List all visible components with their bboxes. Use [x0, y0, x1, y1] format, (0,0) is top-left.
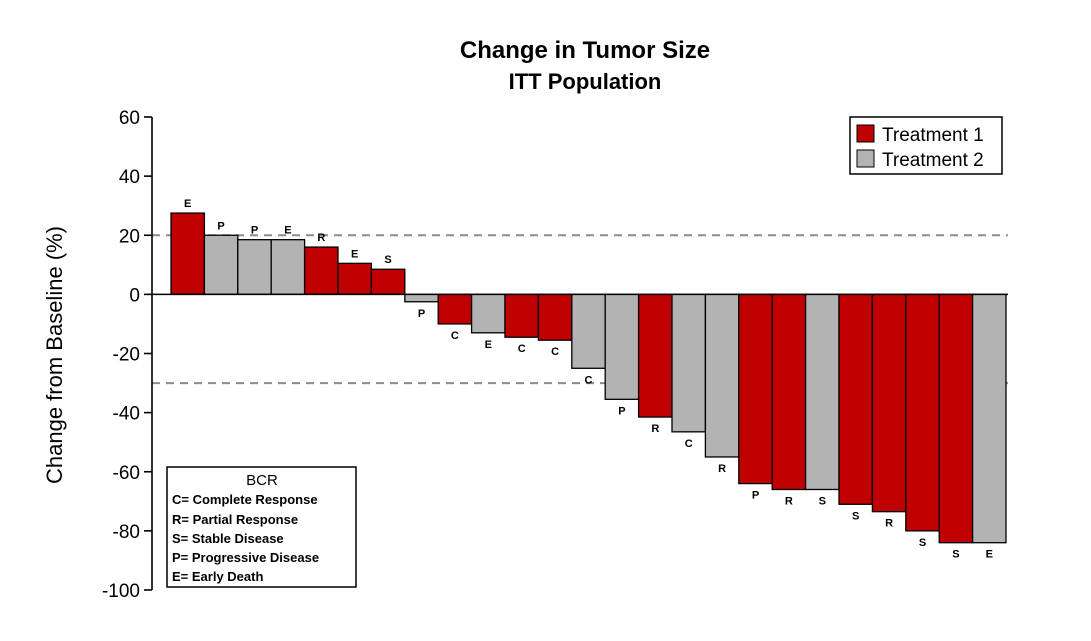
bar	[871, 293, 907, 513]
bar-label: P	[752, 490, 759, 502]
y-axis-label: Change from Baseline (%)	[42, 226, 67, 484]
bar-label: S	[384, 254, 391, 266]
bar	[303, 246, 339, 296]
bar	[170, 212, 206, 296]
bar-label: E	[184, 198, 191, 210]
y-tick-label: -20	[113, 345, 140, 366]
y-tick-label: -60	[113, 463, 140, 484]
bar	[838, 293, 874, 505]
bcr-item-partial-response: R= Partial Response	[172, 512, 298, 527]
reference-lines	[152, 234, 1008, 385]
bar	[905, 293, 940, 532]
bar-label: E	[284, 225, 291, 237]
bar-label: C	[685, 438, 693, 450]
bar	[938, 293, 974, 544]
bar	[337, 262, 373, 296]
bar	[771, 293, 807, 491]
bar	[738, 293, 773, 485]
y-axis: 60 40 20 0 -20 -40 -60 -80 -100	[102, 108, 153, 602]
bar	[504, 293, 540, 338]
bar	[637, 293, 673, 418]
bcr-legend-title: BCR	[246, 472, 278, 489]
bar	[437, 293, 473, 325]
bcr-legend: BCR C= Complete Response R= Partial Resp…	[166, 466, 357, 588]
chart-title: Change in Tumor Size	[460, 37, 710, 64]
bcr-item-progressive-disease: P= Progressive Disease	[172, 550, 319, 565]
bar	[404, 293, 439, 303]
bar-label: E	[485, 339, 492, 351]
bar-label: R	[785, 495, 793, 507]
chart-subtitle: ITT Population	[509, 69, 662, 94]
bar-label: C	[518, 343, 526, 355]
y-tick-label: 40	[119, 167, 140, 188]
bar	[270, 239, 306, 296]
bar-label: S	[852, 510, 859, 522]
bar	[203, 234, 239, 296]
bar-labels-group: E P P E R E S P C E C C C P R C R P R S S R S S E	[184, 198, 993, 561]
bar-label: C	[451, 330, 459, 342]
bar-label: P	[618, 405, 625, 417]
y-tick-label: -40	[113, 404, 140, 425]
bar	[370, 268, 406, 296]
bars-group	[170, 212, 1007, 544]
bar-label: E	[986, 549, 993, 561]
legend-label-treatment-1: Treatment 1	[882, 125, 984, 146]
series-legend: Treatment 1 Treatment 2	[849, 116, 1003, 175]
bcr-item-stable-disease: S= Stable Disease	[172, 531, 284, 546]
legend-swatch-treatment-2	[856, 149, 875, 168]
bar-label: C	[585, 374, 593, 386]
bcr-legend-box	[166, 466, 357, 588]
bar-label: E	[351, 248, 358, 260]
bar-label: S	[952, 549, 959, 561]
bar	[804, 293, 840, 491]
bar	[470, 293, 506, 334]
legend-label-treatment-2: Treatment 2	[882, 150, 984, 171]
bcr-item-early-death: E= Early Death	[172, 569, 263, 584]
bcr-item-complete-response: C= Complete Response	[172, 492, 318, 507]
bar-label: C	[551, 346, 559, 358]
legend-box	[849, 116, 1003, 175]
bar	[571, 293, 606, 369]
y-tick-label: -100	[102, 581, 140, 602]
bar-label: R	[718, 463, 726, 475]
bar	[704, 293, 740, 458]
y-tick-label: 0	[129, 285, 140, 306]
bar-label: R	[651, 423, 659, 435]
bar-label: P	[217, 220, 224, 232]
bar-label: S	[919, 537, 926, 549]
bar-label: S	[819, 495, 826, 507]
bar	[671, 293, 707, 433]
y-tick-label: 60	[119, 108, 140, 129]
y-tick-label: 20	[119, 226, 140, 247]
bar-label: P	[418, 308, 425, 320]
legend-swatch-treatment-1	[856, 124, 875, 143]
bar	[237, 239, 272, 296]
bar-label: R	[885, 518, 893, 530]
bar-label: R	[317, 232, 325, 244]
bar	[537, 293, 573, 341]
bar	[604, 293, 640, 400]
y-tick-label: -80	[113, 522, 140, 543]
bar	[971, 293, 1007, 544]
bar-label: P	[251, 225, 258, 237]
